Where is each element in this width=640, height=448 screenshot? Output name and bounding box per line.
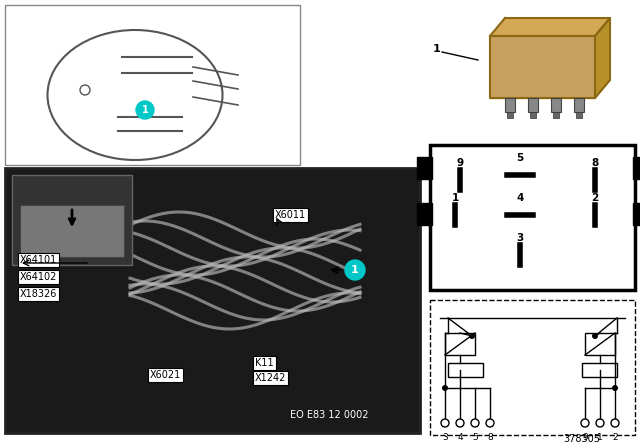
Text: 5: 5 [516,153,524,163]
Text: EO E83 12 0002: EO E83 12 0002 [290,410,369,420]
Circle shape [581,419,589,427]
Circle shape [456,419,464,427]
Circle shape [486,419,494,427]
Circle shape [612,385,618,391]
Bar [582,363,617,377]
Circle shape [345,260,365,280]
Text: 8: 8 [487,433,493,442]
Bar [585,333,615,355]
Circle shape [596,419,604,427]
Bar [551,98,561,112]
Bar [5,168,420,433]
Polygon shape [595,18,610,98]
Text: 4: 4 [457,433,463,442]
Bar [430,145,635,290]
Bar [5,5,300,165]
Text: 5: 5 [472,433,478,442]
Circle shape [471,419,479,427]
Bar [505,98,515,112]
Text: 2: 2 [591,193,598,203]
Bar [528,98,538,112]
Text: 9: 9 [456,158,463,168]
Bar [507,112,513,118]
Bar [430,300,635,435]
Circle shape [611,419,619,427]
Text: 9: 9 [582,433,588,442]
Bar [574,98,584,112]
Text: 3: 3 [442,433,448,442]
Polygon shape [490,36,595,98]
Bar [633,203,640,225]
Text: K11: K11 [255,358,274,368]
Circle shape [592,333,598,339]
Bar [553,112,559,118]
Text: 2: 2 [612,433,618,442]
Text: X64101: X64101 [20,255,57,265]
Text: X64102: X64102 [20,272,58,282]
Text: 4: 4 [516,193,524,203]
Text: 1: 1 [451,193,459,203]
Text: X6021: X6021 [150,370,181,380]
Bar [530,112,536,118]
Text: 378305: 378305 [563,434,600,444]
Bar [445,333,475,355]
Text: 1: 1 [597,433,603,442]
Text: X1242: X1242 [255,373,286,383]
Text: 8: 8 [591,158,598,168]
Circle shape [442,385,448,391]
Circle shape [136,101,154,119]
Text: X18326: X18326 [20,289,58,299]
Bar [417,203,432,225]
Bar [417,157,432,179]
Circle shape [80,85,90,95]
Circle shape [441,419,449,427]
Text: 1: 1 [351,265,359,275]
Text: X6011: X6011 [275,210,306,220]
Polygon shape [490,18,610,36]
Bar [12,175,132,265]
Text: 1: 1 [141,105,148,115]
Bar [576,112,582,118]
Bar [633,157,640,179]
Ellipse shape [47,30,223,160]
Circle shape [469,333,475,339]
Text: 1: 1 [432,44,440,54]
Bar [20,205,124,257]
Bar [448,363,483,377]
Text: 3: 3 [516,233,524,243]
